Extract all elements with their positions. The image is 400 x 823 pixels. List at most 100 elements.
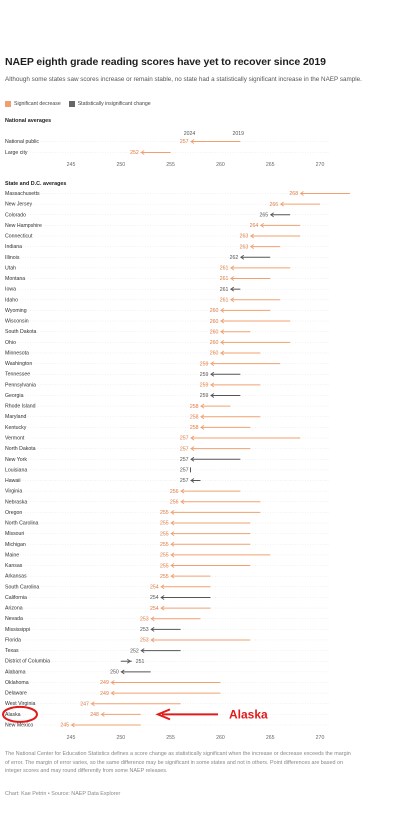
- legend-label-insignificant: Statistically insignificant change: [77, 101, 151, 107]
- value-label: 260: [210, 329, 219, 335]
- value-label: 247: [80, 701, 89, 707]
- value-label: 261: [220, 276, 229, 282]
- arrowhead: [90, 701, 95, 707]
- arrowhead: [230, 286, 235, 292]
- value-label: 249: [100, 680, 109, 686]
- arrowhead: [170, 552, 175, 558]
- row-label: Maryland: [5, 414, 26, 420]
- value-label: 261: [220, 266, 229, 272]
- row-label: Vermont: [5, 435, 25, 441]
- value-label: 260: [210, 351, 219, 357]
- arrowhead: [170, 573, 175, 579]
- chart-footnote: The National Center for Education Statis…: [5, 751, 351, 775]
- row-label: Pennsylvania: [5, 382, 36, 388]
- x-tick-label-bottom: 255: [166, 735, 175, 741]
- arrowhead: [127, 658, 132, 664]
- row-label: Colorado: [5, 212, 26, 218]
- x-tick-label-top: 245: [67, 162, 76, 168]
- value-label: 265: [260, 212, 269, 218]
- row-label: Utah: [5, 265, 16, 271]
- arrowhead: [170, 510, 175, 515]
- row-label: Rhode Island: [5, 404, 36, 410]
- row-label: Montana: [5, 276, 25, 282]
- x-tick-label-top: 250: [116, 162, 125, 168]
- value-label: 261: [220, 287, 229, 293]
- row-label: National public: [5, 139, 39, 145]
- value-label: 266: [270, 202, 279, 208]
- row-label: New Hampshire: [5, 223, 42, 229]
- arrowhead: [150, 637, 155, 643]
- row-label: Michigan: [5, 542, 26, 548]
- value-label: 258: [190, 404, 199, 410]
- arrowhead: [230, 297, 235, 303]
- row-label: Mississippi: [5, 627, 30, 633]
- arrowhead: [210, 382, 215, 388]
- value-label: 250: [110, 670, 119, 676]
- row-label: Ohio: [5, 340, 16, 346]
- row-label: Iowa: [5, 287, 16, 293]
- legend: Significant decrease Statistically insig…: [5, 101, 159, 107]
- value-label: 252: [130, 150, 139, 156]
- arrowhead: [210, 371, 215, 377]
- chart-subtitle: Although some states saw scores increase…: [5, 76, 362, 83]
- section-label-states: State and D.C. averages: [5, 181, 67, 187]
- row-label: Louisiana: [5, 467, 27, 473]
- legend-swatch-insignificant: [68, 101, 75, 107]
- x-tick-label-top: 260: [216, 162, 225, 168]
- value-label: 245: [60, 723, 69, 729]
- value-label: 268: [289, 191, 298, 197]
- row-label: New York: [5, 457, 27, 463]
- value-label: 256: [170, 489, 179, 495]
- arrowhead: [160, 605, 165, 611]
- annotation-circle: [2, 705, 38, 723]
- row-label: Oregon: [5, 510, 22, 516]
- legend-swatch-decrease: [5, 101, 11, 107]
- row-label: Georgia: [5, 393, 24, 399]
- arrowhead: [140, 150, 145, 155]
- row-label: Texas: [5, 648, 19, 654]
- arrowhead: [200, 414, 205, 420]
- row-label: South Carolina: [5, 584, 39, 590]
- arrowhead: [279, 201, 284, 207]
- value-label: 257: [180, 457, 189, 463]
- row-label: Maine: [5, 552, 19, 558]
- arrowhead: [170, 531, 175, 537]
- row-label: Alabama: [5, 669, 26, 675]
- arrowhead: [200, 403, 205, 409]
- row-label: Florida: [5, 637, 21, 643]
- arrowhead: [249, 233, 255, 239]
- arrowhead: [210, 393, 215, 398]
- value-label: 260: [210, 340, 219, 346]
- arrowhead: [259, 223, 264, 228]
- arrowhead: [150, 626, 155, 632]
- legend-label-decrease: Significant decrease: [14, 101, 61, 107]
- x-tick-label-top: 255: [166, 162, 175, 168]
- arrowhead: [230, 265, 235, 271]
- value-label: 263: [240, 244, 249, 250]
- value-label: 255: [160, 542, 169, 548]
- value-label: 257: [180, 468, 189, 474]
- x-tick-label-bottom: 260: [216, 735, 225, 741]
- row-label: Idaho: [5, 297, 18, 303]
- arrowhead: [100, 711, 105, 717]
- row-label: Wyoming: [5, 308, 27, 314]
- annotation-label: Alaska: [229, 707, 268, 721]
- arrowhead: [230, 276, 235, 281]
- row-label: Massachusetts: [5, 191, 40, 197]
- arrowhead: [240, 254, 245, 260]
- section-label-national: National averages: [5, 118, 52, 124]
- arrowhead: [210, 361, 215, 366]
- value-label: 255: [160, 574, 169, 580]
- row-label: West Virginia: [5, 701, 35, 707]
- value-label: 257: [180, 478, 189, 484]
- annotation-arrowhead: [155, 708, 171, 721]
- value-label: 249: [100, 691, 109, 697]
- value-label: 261: [220, 298, 229, 304]
- value-label: 259: [200, 383, 209, 389]
- arrowhead: [220, 318, 225, 324]
- value-label: 255: [160, 563, 169, 569]
- value-label: 256: [170, 499, 179, 505]
- row-label: New Jersey: [5, 202, 33, 208]
- value-label: 255: [160, 521, 169, 527]
- arrowhead: [249, 244, 255, 250]
